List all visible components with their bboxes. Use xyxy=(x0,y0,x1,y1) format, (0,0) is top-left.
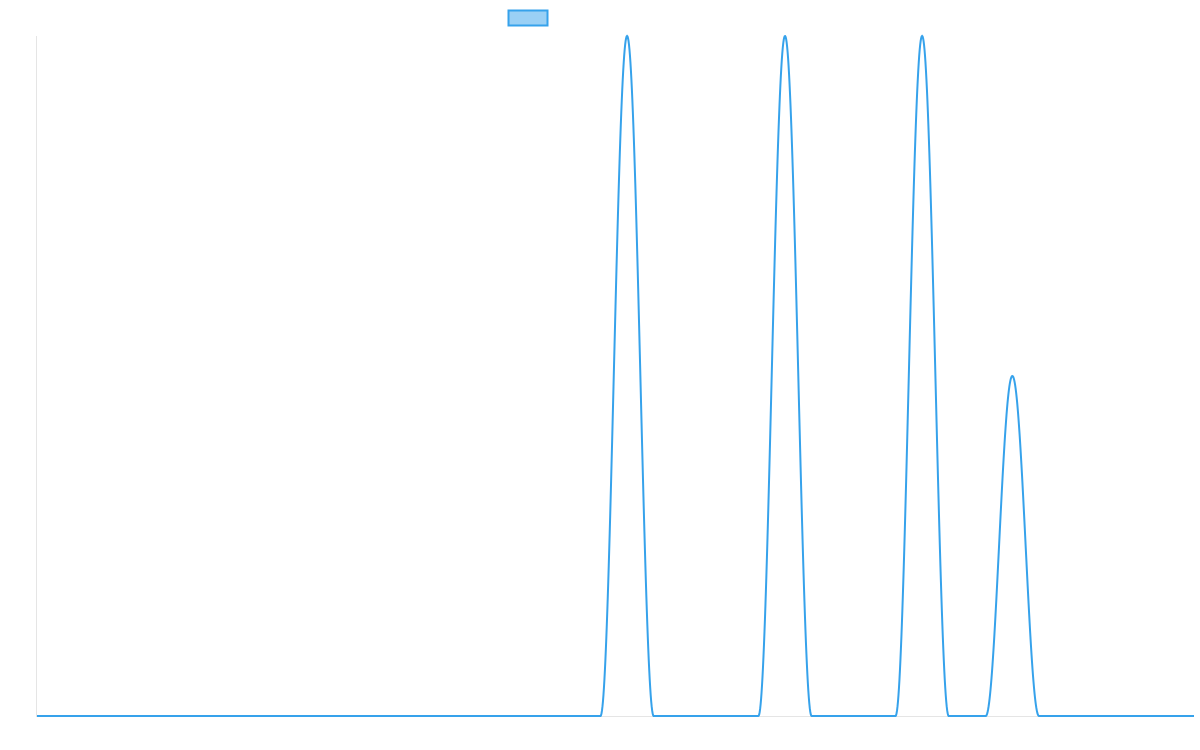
series-line-0 xyxy=(37,34,1194,717)
series-layer xyxy=(37,32,1194,717)
legend-swatch[interactable] xyxy=(507,9,549,27)
legend[interactable] xyxy=(507,9,549,27)
peak-point-1[interactable] xyxy=(781,32,789,40)
peak-point-3[interactable] xyxy=(1008,372,1016,380)
peak-point-2[interactable] xyxy=(918,32,926,40)
peak-point-0[interactable] xyxy=(623,32,631,40)
